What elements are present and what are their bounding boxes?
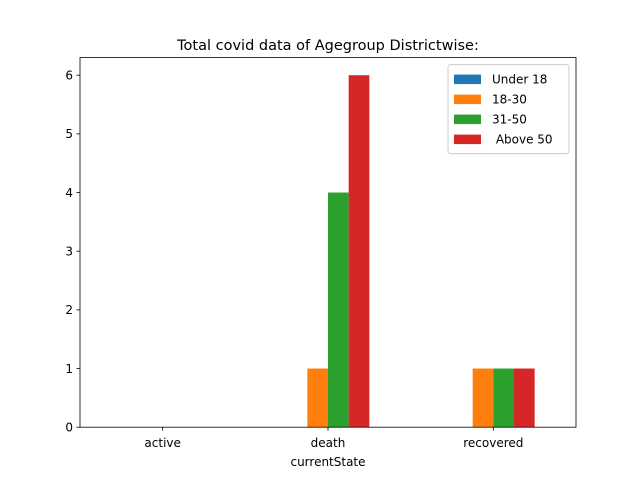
- bar: [514, 368, 535, 428]
- y-tick-label: 0: [65, 421, 73, 435]
- bar: [472, 368, 494, 428]
- bars-group: [307, 75, 535, 428]
- y-tick-label: 4: [65, 186, 73, 200]
- bar: [328, 192, 349, 428]
- x-axis-label: currentState: [290, 455, 365, 469]
- x-tick-label: active: [144, 436, 180, 450]
- y-tick-label: 3: [65, 245, 73, 259]
- y-tick-label: 5: [65, 127, 73, 141]
- y-tick-label: 2: [65, 303, 73, 317]
- legend: Under 18 18-30 31-50 Above 50: [447, 64, 570, 155]
- legend-swatch: [454, 114, 481, 125]
- y-axis: 0 1 2 3 4 5 6: [65, 69, 80, 435]
- chart-title: Total covid data of Agegroup Districtwis…: [176, 38, 479, 54]
- legend-label: Under 18: [492, 73, 547, 87]
- legend-label: Above 50: [492, 133, 553, 147]
- bar: [307, 368, 328, 428]
- y-tick-label: 1: [65, 362, 73, 376]
- bar: [493, 368, 514, 428]
- bar: [348, 75, 370, 428]
- x-axis: active death recovered: [144, 427, 523, 450]
- legend-label: 31-50: [492, 113, 527, 127]
- y-tick-label: 6: [65, 69, 73, 83]
- x-tick-label: death: [311, 436, 346, 450]
- legend-label: 18-30: [492, 93, 527, 107]
- legend-swatch: [454, 134, 481, 145]
- legend-swatch: [454, 94, 481, 105]
- legend-swatch: [454, 74, 481, 85]
- legend-box: [447, 64, 570, 155]
- x-tick-label: recovered: [463, 436, 523, 450]
